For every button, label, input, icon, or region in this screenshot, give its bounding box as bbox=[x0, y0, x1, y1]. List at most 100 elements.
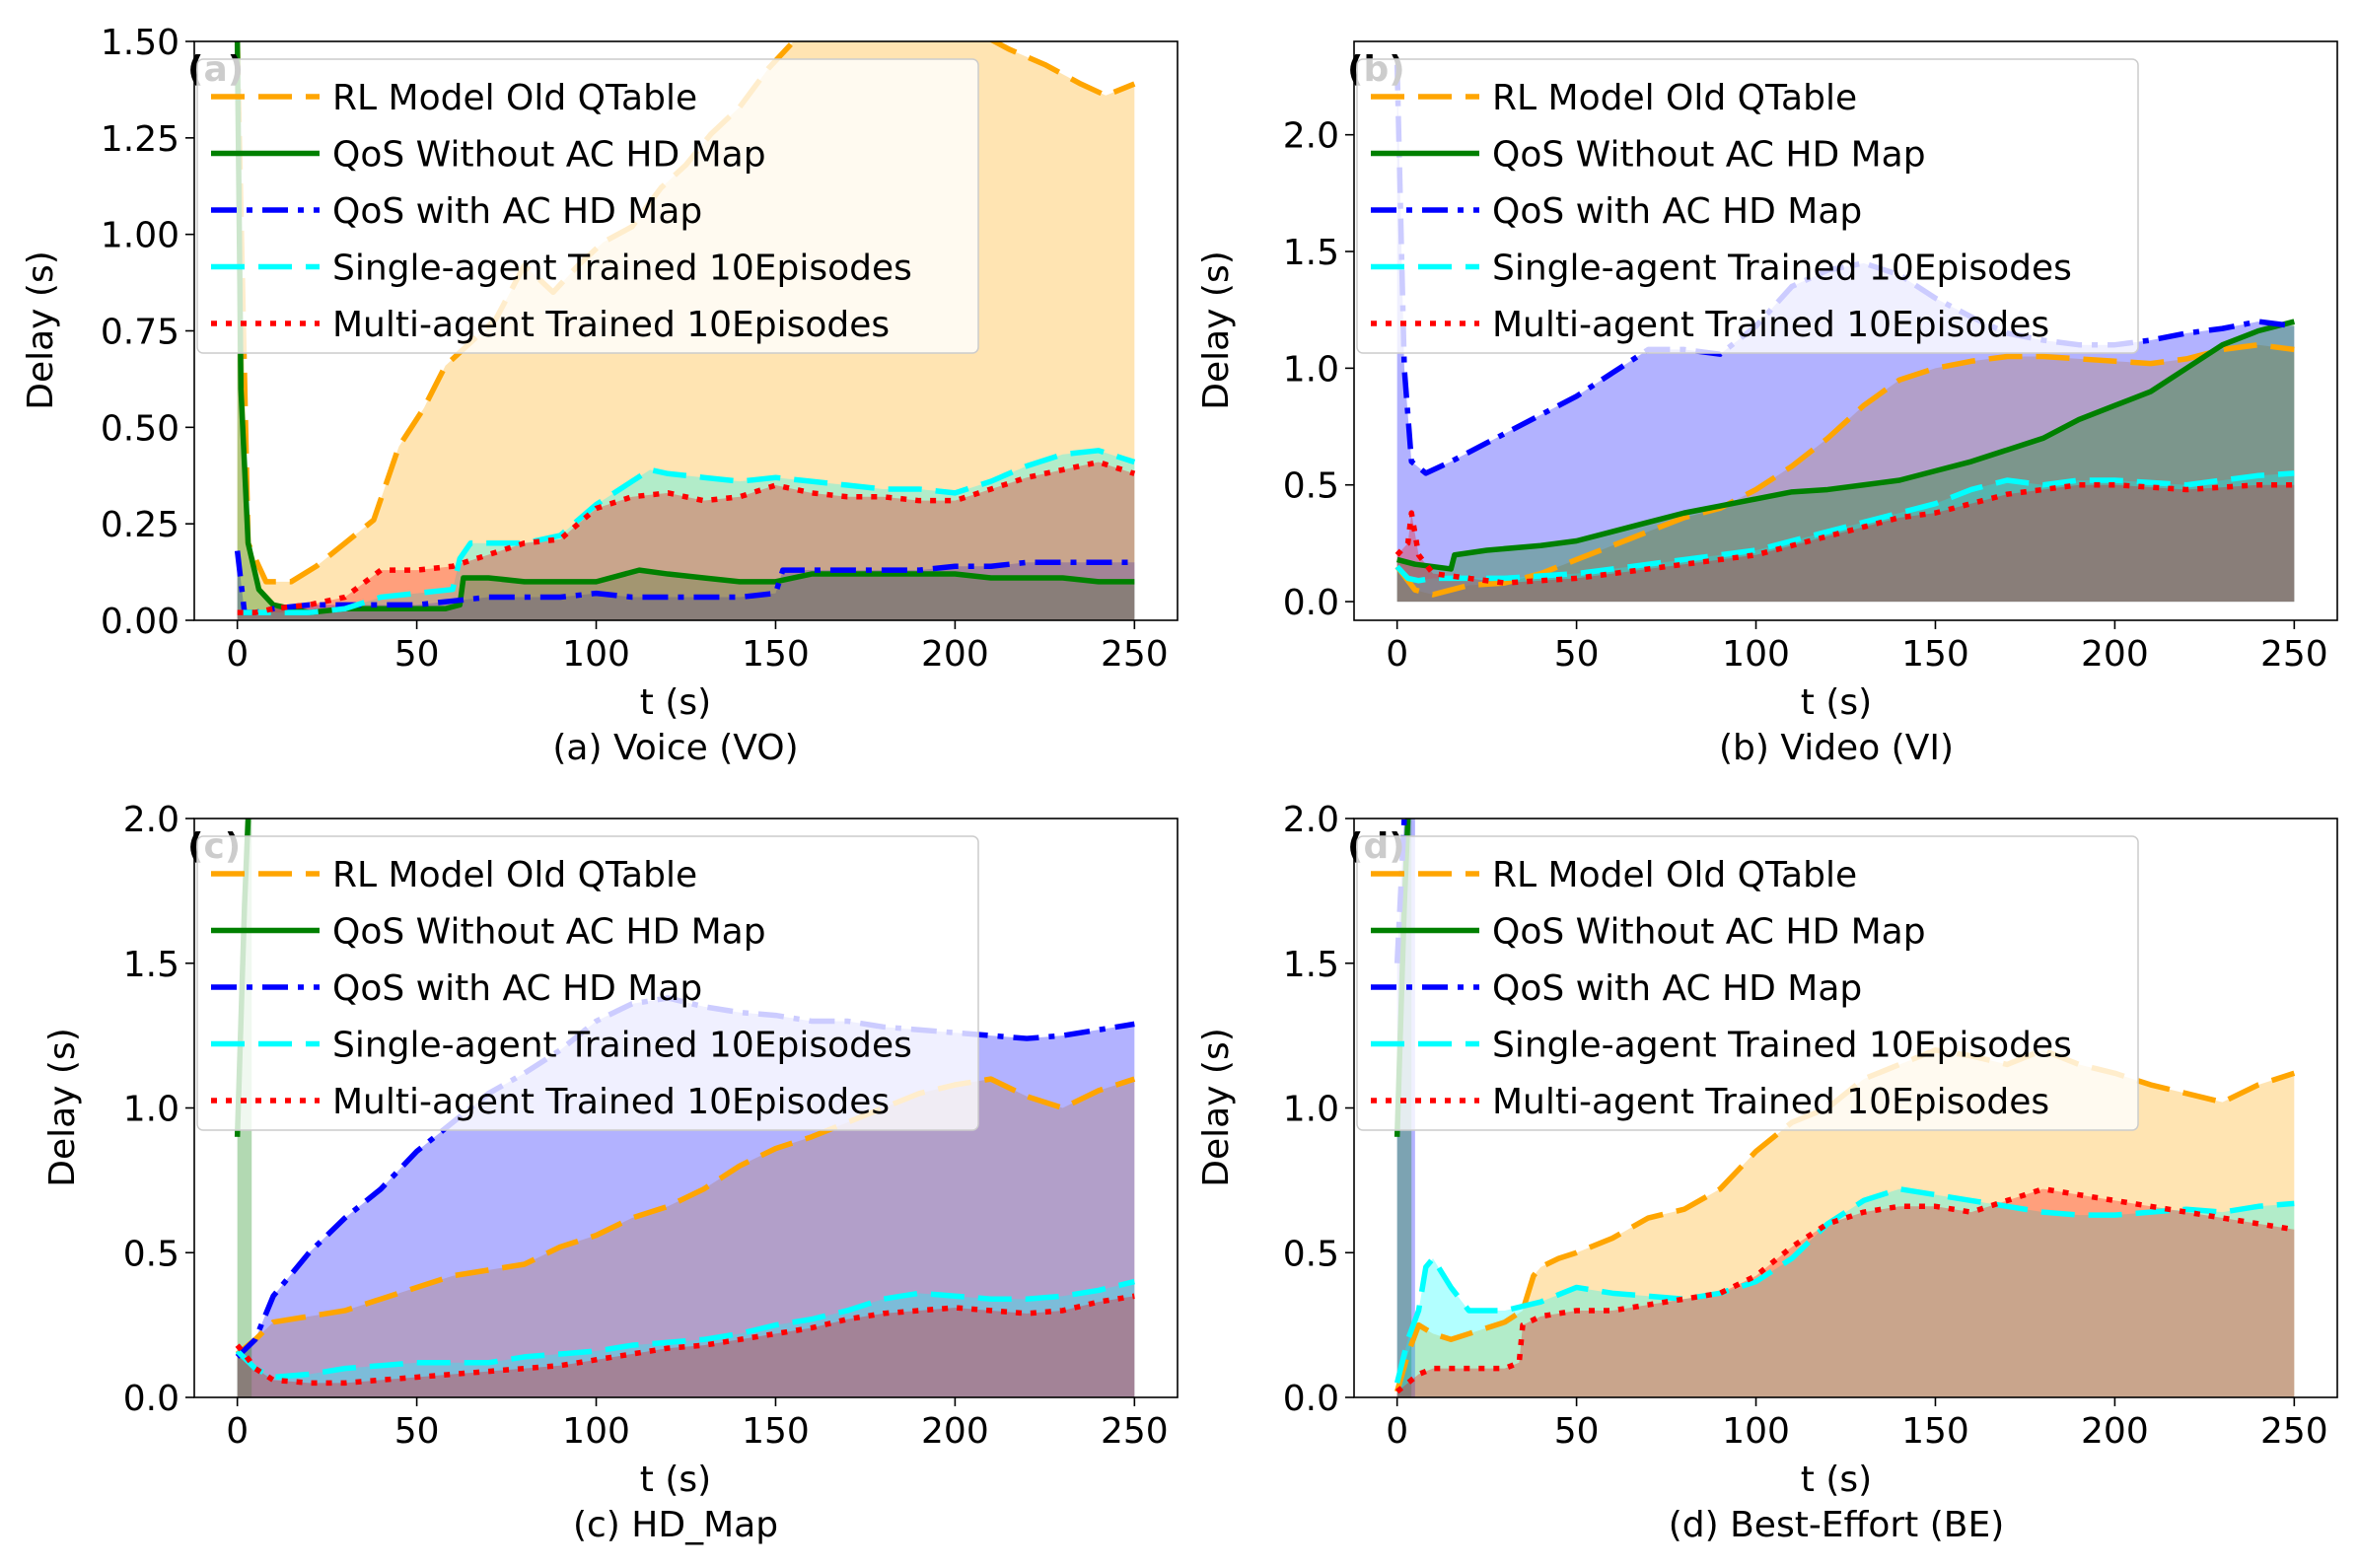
y-tick-label: 1.0 bbox=[1283, 1090, 1339, 1130]
legend: RL Model Old QTable QoS Without AC HD Map… bbox=[1356, 58, 2139, 354]
legend-box bbox=[196, 58, 979, 354]
series-line-qos-with-ac-hd-map bbox=[234, 550, 1135, 615]
area-fill-rl-model-old-qtable bbox=[237, 1079, 1135, 1397]
series-line-rl-model-old-qtable bbox=[1394, 341, 2295, 598]
y-tick-label: 0.5 bbox=[1283, 466, 1339, 507]
legend-label-qos-with-ac-hd-map: QoS with AC HD Map bbox=[332, 191, 702, 232]
y-tick-label: 1.5 bbox=[123, 945, 179, 985]
y-tick-label: 1.0 bbox=[123, 1090, 179, 1130]
panel-caption: (c) HD_Map bbox=[573, 1505, 778, 1545]
legend-label-rl-model-old-qtable: RL Model Old QTable bbox=[332, 855, 697, 895]
y-tick-label: 0.5 bbox=[123, 1234, 179, 1274]
plot-frame bbox=[193, 40, 1179, 621]
x-tick-label: 50 bbox=[1554, 1411, 1600, 1452]
legend-box bbox=[196, 835, 979, 1131]
series-line-single-agent-trained-10episodes bbox=[237, 448, 1136, 615]
x-axis-label: t (s) bbox=[640, 682, 711, 723]
legend-label-multi-agent-trained-10episodes: Multi-agent Trained 10Episodes bbox=[1492, 1082, 2049, 1122]
legend: RL Model Old QTable QoS Without AC HD Map… bbox=[196, 835, 979, 1131]
x-tick-label: 50 bbox=[394, 1411, 440, 1452]
legend-label-single-agent-trained-10episodes: Single-agent Trained 10Episodes bbox=[332, 249, 912, 289]
legend-label-qos-with-ac-hd-map: QoS with AC HD Map bbox=[1492, 968, 1862, 1009]
x-tick-label: 250 bbox=[2260, 634, 2328, 675]
panel-voice: 0 50 100 150 200 250 0.00 0.25 0.50 0.75 1.00 1.25 1… bbox=[21, 23, 1179, 768]
y-tick-label: 2.0 bbox=[1283, 116, 1339, 157]
y-tick-label: 0.0 bbox=[123, 1379, 179, 1419]
y-axis-label: Delay (s) bbox=[42, 1028, 83, 1187]
x-tick-label: 100 bbox=[1722, 1411, 1790, 1452]
legend-label-single-agent-trained-10episodes: Single-agent Trained 10Episodes bbox=[1492, 1026, 2072, 1066]
axis-ticks: 0 50 100 150 200 250 0.00 0.25 0.50 0.75 1.00 1.25 1… bbox=[101, 23, 1169, 675]
x-axis-label: t (s) bbox=[640, 1460, 711, 1500]
legend: RL Model Old QTable QoS Without AC HD Map… bbox=[1356, 835, 2139, 1131]
legend-label-qos-without-ac-hd-map: QoS Without AC HD Map bbox=[332, 135, 766, 176]
axis-ticks: 0 50 100 150 200 250 0.0 0.5 1.0 1.5 2.0 bbox=[123, 800, 1169, 1452]
y-tick-label: 1.50 bbox=[101, 23, 179, 63]
x-tick-label: 200 bbox=[2081, 1411, 2149, 1452]
legend-label-qos-without-ac-hd-map: QoS Without AC HD Map bbox=[1492, 135, 1926, 176]
x-tick-label: 0 bbox=[226, 1411, 249, 1452]
legend-label-qos-without-ac-hd-map: QoS Without AC HD Map bbox=[1492, 912, 1926, 953]
legend-label-single-agent-trained-10episodes: Single-agent Trained 10Episodes bbox=[332, 1026, 912, 1066]
series-line-multi-agent-trained-10episodes bbox=[1394, 481, 2295, 586]
x-tick-label: 150 bbox=[1901, 1411, 1969, 1452]
area-fill-multi-agent-trained-10episodes bbox=[1396, 1188, 2295, 1397]
plot-frame bbox=[1353, 818, 2338, 1398]
legend: RL Model Old QTable QoS Without AC HD Map… bbox=[196, 58, 979, 354]
legend-label-multi-agent-trained-10episodes: Multi-agent Trained 10Episodes bbox=[1492, 305, 2049, 345]
x-tick-label: 150 bbox=[742, 634, 810, 675]
legend-box bbox=[1356, 835, 2139, 1131]
area-fill-single-agent-trained-10episodes bbox=[237, 1281, 1135, 1397]
y-tick-label: 1.25 bbox=[101, 119, 179, 160]
series-line-single-agent-trained-10episodes bbox=[1394, 1185, 2295, 1384]
y-tick-label: 0.5 bbox=[1283, 1234, 1339, 1274]
legend-label-rl-model-old-qtable: RL Model Old QTable bbox=[1492, 78, 1857, 118]
x-tick-label: 0 bbox=[1386, 1411, 1408, 1452]
series-line-qos-without-ac-hd-map bbox=[1395, 319, 2296, 572]
x-tick-label: 50 bbox=[394, 634, 440, 675]
area-fill-single-agent-trained-10episodes bbox=[1396, 472, 2295, 603]
y-axis-label: Delay (s) bbox=[1196, 250, 1237, 410]
y-axis-label: Delay (s) bbox=[1196, 1028, 1237, 1187]
panel-caption: (b) Video (VI) bbox=[1719, 728, 1954, 768]
y-tick-label: 1.5 bbox=[1283, 233, 1339, 273]
legend-label-qos-with-ac-hd-map: QoS with AC HD Map bbox=[332, 968, 702, 1009]
axis-ticks: 0 50 100 150 200 250 0.0 0.5 1.0 1.5 2.0 bbox=[1283, 116, 2328, 675]
plot-frame bbox=[193, 818, 1179, 1398]
y-axis-label: Delay (s) bbox=[21, 250, 61, 410]
plot-frame bbox=[1353, 40, 2338, 621]
x-tick-label: 50 bbox=[1554, 634, 1600, 675]
y-tick-label: 1.00 bbox=[101, 216, 179, 256]
y-tick-label: 0.00 bbox=[101, 602, 179, 642]
y-tick-label: 1.0 bbox=[1283, 349, 1339, 390]
x-tick-label: 200 bbox=[921, 1411, 989, 1452]
legend-label-rl-model-old-qtable: RL Model Old QTable bbox=[332, 78, 697, 118]
x-tick-label: 0 bbox=[226, 634, 249, 675]
legend-box bbox=[1356, 58, 2139, 354]
x-tick-label: 200 bbox=[2081, 634, 2149, 675]
x-tick-label: 0 bbox=[1386, 634, 1408, 675]
x-tick-label: 100 bbox=[1722, 634, 1790, 675]
series-line-multi-agent-trained-10episodes bbox=[237, 459, 1136, 615]
x-tick-label: 250 bbox=[2260, 1411, 2328, 1452]
legend-label-multi-agent-trained-10episodes: Multi-agent Trained 10Episodes bbox=[332, 1082, 890, 1122]
legend-label-qos-without-ac-hd-map: QoS Without AC HD Map bbox=[332, 912, 766, 953]
x-tick-label: 250 bbox=[1101, 634, 1169, 675]
x-tick-label: 150 bbox=[1901, 634, 1969, 675]
x-tick-label: 150 bbox=[742, 1411, 810, 1452]
area-fill-single-agent-trained-10episodes bbox=[1396, 1188, 2295, 1397]
legend-label-rl-model-old-qtable: RL Model Old QTable bbox=[1492, 855, 1857, 895]
x-tick-label: 250 bbox=[1101, 1411, 1169, 1452]
area-fill-rl-model-old-qtable bbox=[1396, 344, 2295, 603]
panel-caption: (d) Best-Effort (BE) bbox=[1669, 1505, 2005, 1545]
area-fill-multi-agent-trained-10episodes bbox=[237, 1296, 1135, 1397]
legend-label-multi-agent-trained-10episodes: Multi-agent Trained 10Episodes bbox=[332, 305, 890, 345]
x-tick-label: 200 bbox=[921, 634, 989, 675]
panel-caption: (a) Voice (VO) bbox=[552, 728, 798, 768]
legend-label-single-agent-trained-10episodes: Single-agent Trained 10Episodes bbox=[1492, 249, 2072, 289]
x-axis-label: t (s) bbox=[1801, 1460, 1872, 1500]
